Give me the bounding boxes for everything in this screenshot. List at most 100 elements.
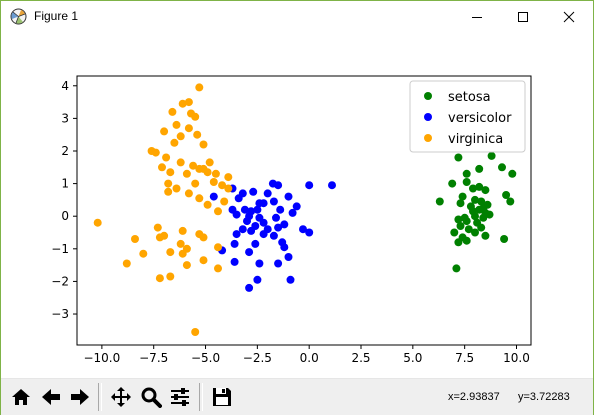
scatter-point-virginica [168,107,177,116]
minimize-icon [472,16,482,18]
scatter-point-setosa [454,238,463,247]
home-button[interactable] [8,384,34,410]
legend-marker-setosa [424,92,432,100]
forward-button[interactable] [67,384,93,410]
scatter-point-setosa [452,264,461,273]
scatter-point-setosa [477,223,486,232]
zoom-button[interactable] [138,384,164,410]
scatter-point-virginica [195,194,204,203]
scatter-point-versicolor [274,259,283,268]
scatter-point-virginica [164,187,173,196]
scatter-point-virginica [166,272,175,281]
scatter-point-setosa [477,197,486,206]
y-tick-label: 2 [61,144,69,158]
toolbar-separator [98,383,102,411]
minimize-button[interactable] [454,1,500,32]
scatter-point-virginica [211,169,220,178]
scatter-point-virginica [214,207,222,216]
scatter-point-virginica [155,274,164,283]
scatter-point-virginica [203,168,212,177]
x-tick-label: −7.5 [139,351,168,365]
scatter-point-versicolor [232,230,241,239]
scatter-point-virginica [172,184,181,193]
scatter-point-setosa [462,236,471,245]
toolbar-separator [199,383,203,411]
scatter-point-versicolor [230,257,239,266]
scatter-point-virginica [155,233,164,242]
scatter-point-virginica [176,239,185,248]
scatter-point-virginica [224,173,233,182]
configure-subplots-button[interactable] [167,384,193,410]
scatter-point-setosa [481,231,490,240]
close-button[interactable] [546,1,592,32]
scatter-point-versicolor [209,192,218,201]
scatter-point-setosa [508,169,517,178]
scatter-point-versicolor [268,179,277,188]
scatter-point-versicolor [280,220,289,229]
scatter-point-setosa [485,210,494,219]
legend: setosa versicolor virginica [409,80,526,153]
scatter-point-setosa [483,200,492,209]
scatter-point-setosa [471,212,479,221]
scatter-point-setosa [487,151,496,160]
scatter-point-versicolor [259,218,268,227]
x-tick-label: 10.0 [503,351,530,365]
scatter-point-versicolor [234,194,243,203]
scatter-point-virginica [122,259,131,268]
x-tick-label: −5.0 [191,351,220,365]
scatter-point-versicolor [272,213,280,222]
legend-label-virginica: virginica [448,132,503,147]
y-tick-label: 1 [61,177,69,191]
legend-marker-versicolor [424,113,432,121]
scatter-point-versicolor [284,253,293,261]
scatter-point-setosa [471,195,479,204]
scatter-point-virginica [93,218,102,227]
pan-button[interactable] [108,384,134,410]
scatter-point-setosa [475,164,484,173]
scatter-point-versicolor [253,205,262,214]
scatter-point-virginica [178,249,187,258]
maximize-button[interactable] [500,1,546,32]
scatter-point-versicolor [288,208,297,217]
scatter-point-virginica [166,248,175,257]
figure-canvas[interactable]: −10.0 −7.5 −5.0 −2.5 0.0 2.5 5.0 7.5 10.0 −3 −2 −1… [1,32,593,378]
x-axis-ticks: −10.0 −7.5 −5.0 −2.5 0.0 2.5 5.0 7.5 10.0 [83,345,530,365]
scatter-point-versicolor [245,248,254,257]
scatter-point-virginica [139,249,148,258]
scatter-point-versicolor [292,202,301,211]
scatter-point-versicolor [253,275,262,284]
scatter-point-virginica [170,138,179,147]
back-button[interactable] [38,384,64,410]
scatter-point-setosa [454,153,463,162]
forward-arrow-icon [71,389,89,405]
x-tick-label: −2.5 [243,351,272,365]
scatter-point-setosa [462,217,471,226]
scatter-point-virginica [160,127,169,136]
x-tick-label: 2.5 [351,351,370,365]
title-bar[interactable]: Figure 1 [1,1,593,32]
y-tick-label: −2 [51,274,69,288]
scatter-point-versicolor [269,197,278,206]
scatter-point-versicolor [255,259,264,268]
scatter-point-setosa [475,182,484,191]
matplotlib-figure-icon [10,8,27,25]
scatter-point-setosa [481,186,490,195]
back-arrow-icon [42,389,60,405]
save-button[interactable] [209,384,235,410]
scatter-point-setosa [450,228,459,237]
scatter-point-versicolor [299,225,307,234]
y-tick-label: 4 [61,79,69,93]
scatter-point-versicolor [269,231,278,240]
scatter-point-versicolor [251,239,260,248]
scatter-point-versicolor [305,181,314,190]
scatter-point-virginica [166,168,175,177]
scatter-point-setosa [462,178,471,186]
scatter-point-virginica [199,140,208,149]
scatter-point-versicolor [249,187,258,196]
x-tick-label: 7.5 [455,351,474,365]
scatter-point-virginica [205,158,214,167]
scatter-point-virginica [191,112,200,121]
scatter-point-versicolor [284,192,293,201]
scatter-point-virginica [178,99,187,108]
